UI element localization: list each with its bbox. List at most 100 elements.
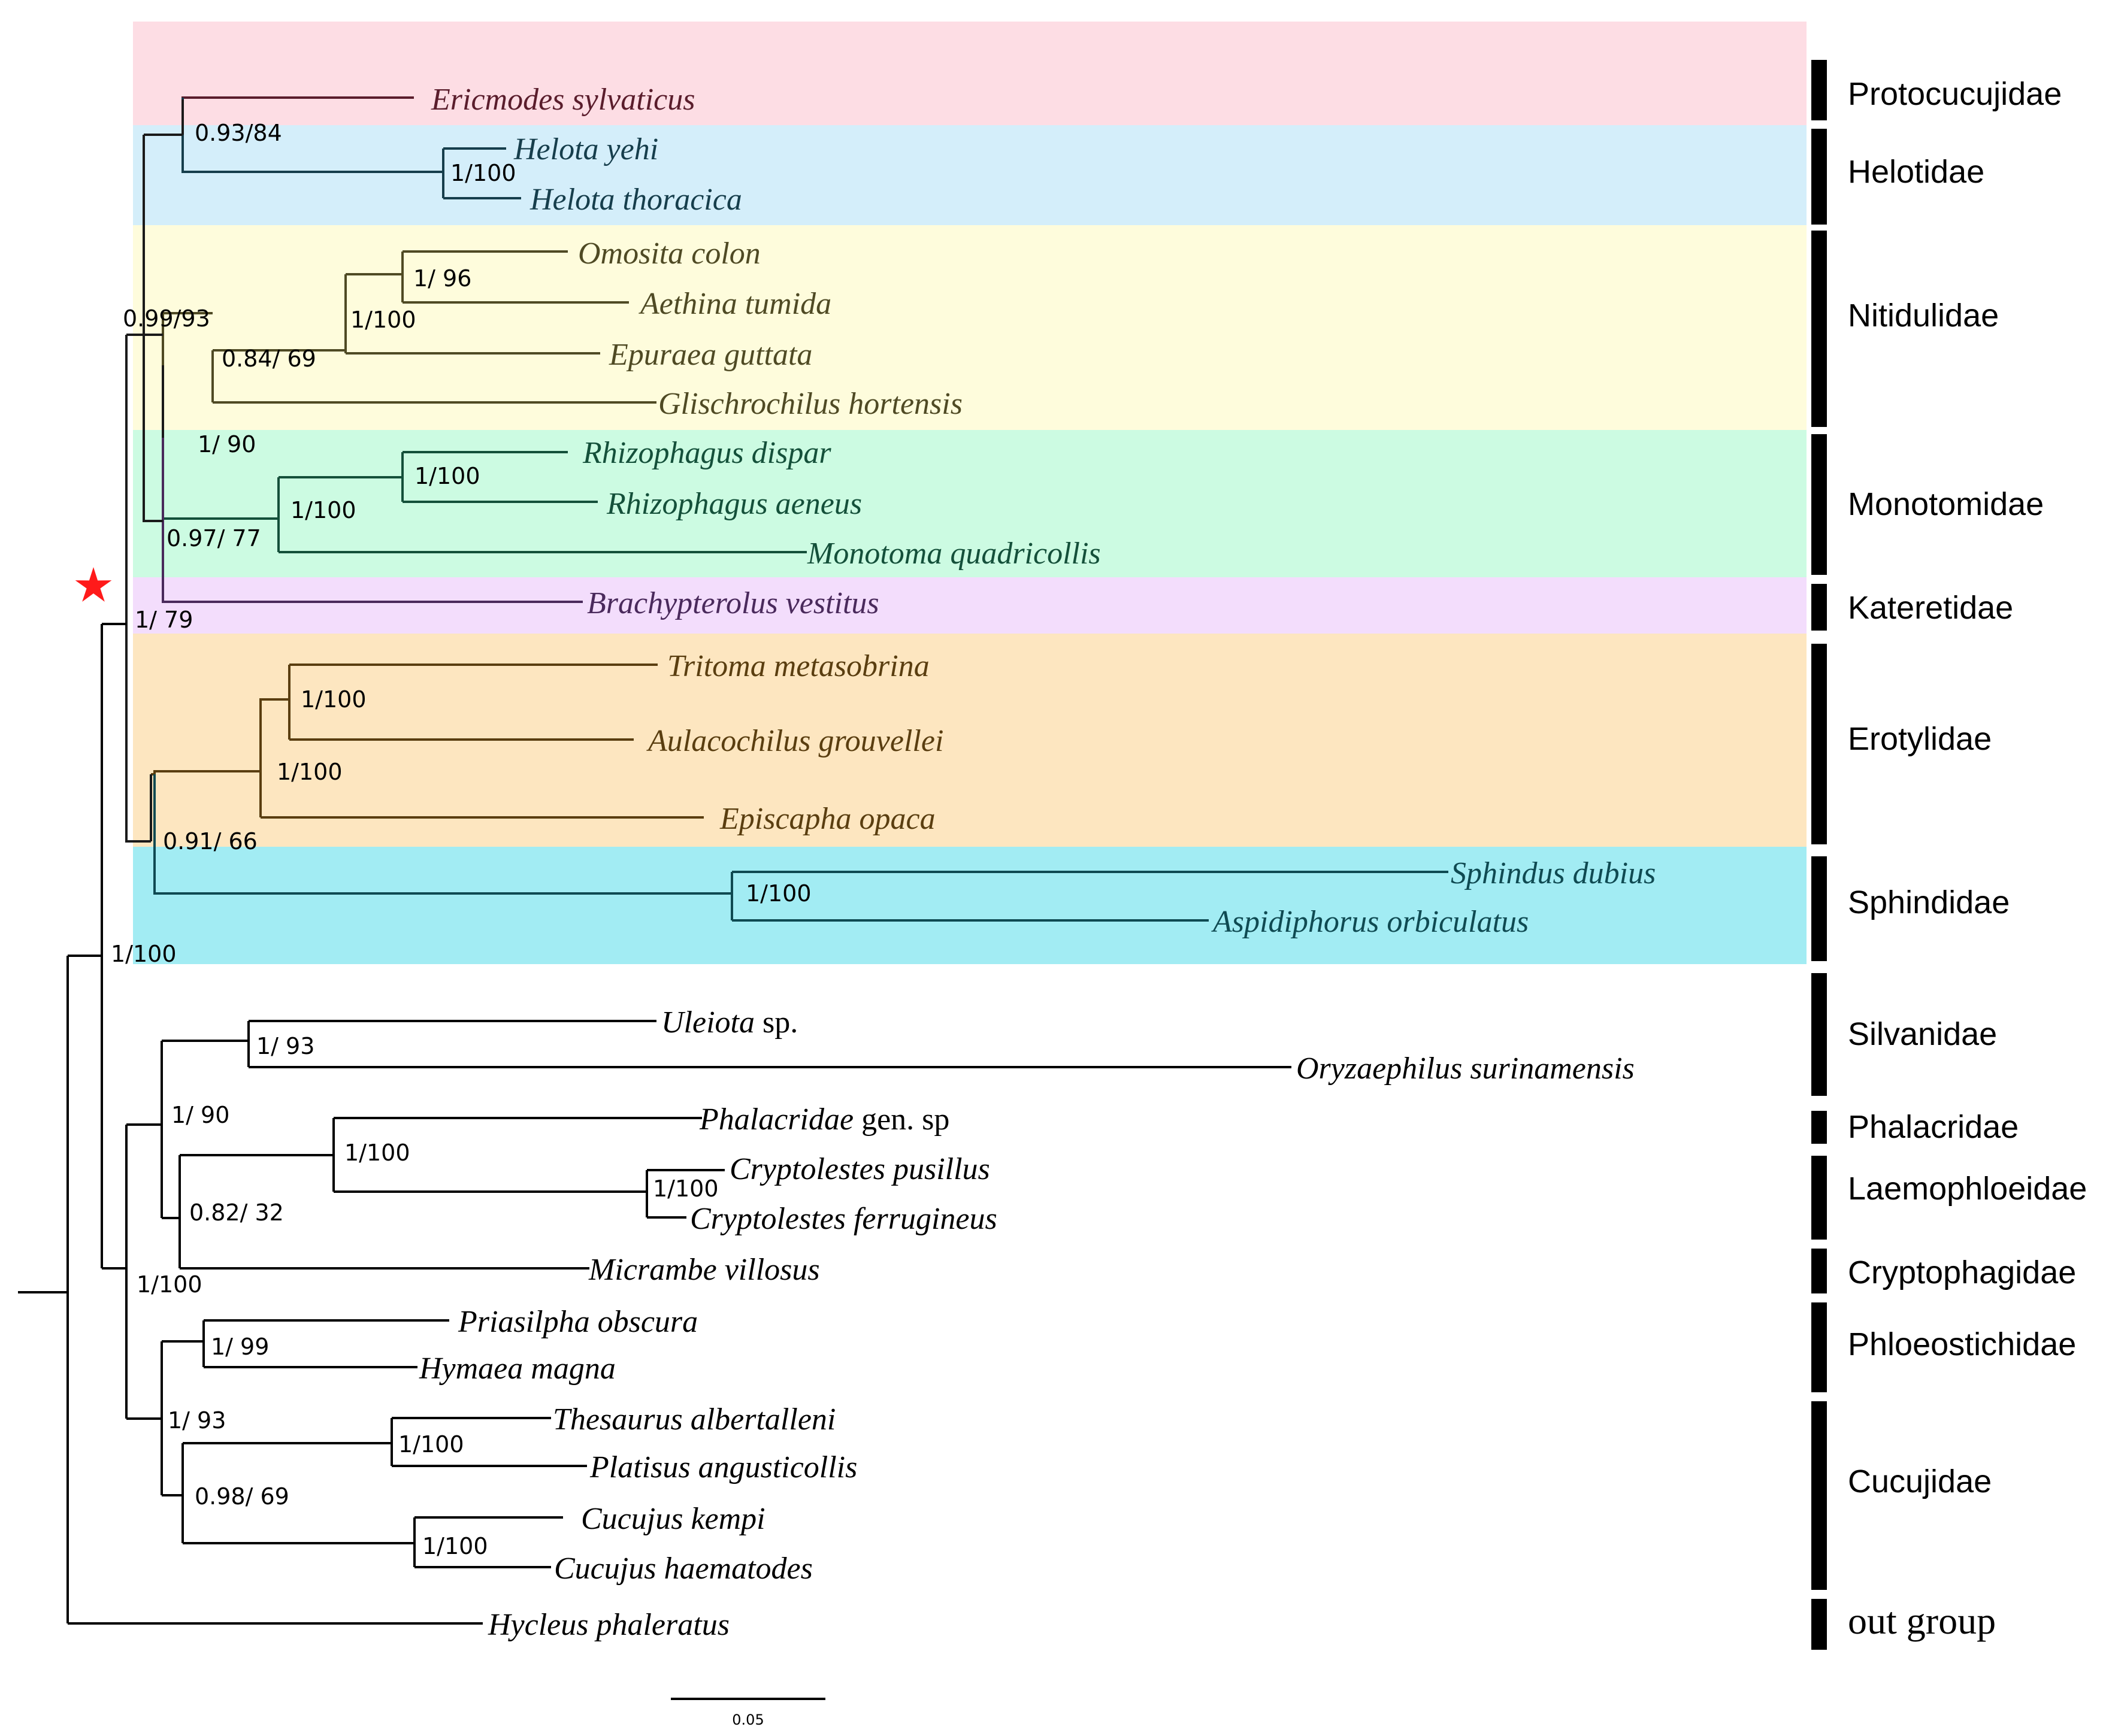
taxon-hycleus: Hycleus phaleratus: [488, 1608, 730, 1642]
taxon-cucujus-kempi: Cucujus kempi: [581, 1502, 765, 1536]
support-value: 0.99/93: [123, 305, 210, 332]
taxon-glischrochilus: Glischrochilus hortensis: [658, 387, 963, 421]
taxon-uleiota: Uleiota sp.: [661, 1005, 798, 1040]
bracket-sphindidae: [1811, 856, 1827, 961]
family-label-protocucujidae: Protocucujidae: [1848, 76, 2062, 112]
family-label-phalacridae: Phalacridae: [1848, 1109, 2019, 1145]
branches-upper-backbone: [125, 99, 184, 843]
bracket-cucujidae: [1811, 1401, 1827, 1590]
family-label-kateretidae: Kateretidae: [1848, 590, 2013, 626]
branches-erotylidae: [151, 664, 704, 819]
support-value: 0.98/ 69: [195, 1483, 289, 1510]
support-value: 1/100: [277, 759, 343, 785]
support-value: 1/100: [653, 1175, 719, 1202]
bracket-cryptophagidae: [1811, 1249, 1827, 1293]
support-value: 1/ 79: [135, 607, 193, 633]
bracket-monotomidae: [1811, 434, 1827, 575]
taxon-hymaea: Hymaea magna: [419, 1352, 616, 1386]
support-value: 0.93/84: [195, 120, 282, 146]
support-value: 0.97/ 77: [167, 525, 261, 552]
support-value: 1/100: [450, 160, 516, 186]
taxon-helota-thoracica: Helota thoracica: [529, 183, 742, 217]
taxon-priasilpha: Priasilpha obscura: [458, 1305, 698, 1339]
band-protocucujidae: [133, 22, 1807, 125]
band-kateretidae: [133, 577, 1807, 634]
scale-bar-label: 0.05: [732, 1711, 764, 1728]
family-label-outgroup: out group: [1848, 1599, 1996, 1642]
family-label-cryptophagidae: Cryptophagidae: [1848, 1255, 2076, 1290]
bracket-phloeostichidae: [1811, 1302, 1827, 1392]
scale-bar: 0.05: [671, 1698, 825, 1728]
taxon-tritoma: Tritoma metasobrina: [667, 649, 930, 683]
branches-black: [18, 623, 1291, 1625]
support-value: 1/ 99: [211, 1334, 269, 1360]
band-sphindidae: [133, 847, 1807, 964]
taxon-labels: Ericmodes sylvaticus Helota yehi Helota …: [419, 83, 1656, 1642]
taxon-aspidiphorus: Aspidiphorus orbiculatus: [1211, 905, 1529, 939]
support-value: 1/100: [137, 1271, 202, 1298]
support-value: 1/ 93: [168, 1407, 226, 1434]
taxon-cryptolestes-ferrugineus: Cryptolestes ferrugineus: [690, 1202, 997, 1236]
bracket-erotylidae: [1811, 644, 1827, 844]
family-labels: Protocucujidae Helotidae Nitidulidae Mon…: [1848, 76, 2087, 1642]
support-value: 1/100: [111, 941, 177, 967]
bracket-silvanidae: [1811, 973, 1827, 1096]
band-helotidae: [133, 125, 1807, 225]
support-value: 0.82/ 32: [189, 1199, 284, 1226]
branches-sphindidae: [153, 774, 1448, 922]
taxon-rhizophagus-aeneus: Rhizophagus aeneus: [606, 487, 862, 521]
family-label-erotylidae: Erotylidae: [1848, 721, 1992, 757]
family-label-monotomidae: Monotomidae: [1848, 486, 2044, 522]
bracket-kateretidae: [1811, 584, 1827, 631]
support-value: 1/100: [350, 307, 416, 333]
family-label-cucujidae: Cucujidae: [1848, 1464, 1992, 1499]
bracket-nitidulidae: [1811, 231, 1827, 427]
bracket-laemophloeidae: [1811, 1156, 1827, 1240]
bracket-protocucujidae: [1811, 60, 1827, 120]
support-value: 1/ 90: [198, 431, 256, 458]
taxon-oryzaephilus: Oryzaephilus surinamensis: [1296, 1052, 1635, 1086]
taxon-micrambe: Micrambe villosus: [588, 1253, 820, 1287]
family-label-helotidae: Helotidae: [1848, 154, 1984, 190]
taxon-episcapha: Episcapha opaca: [719, 802, 936, 836]
support-value: 1/100: [398, 1431, 464, 1458]
taxon-brachypterolus: Brachypterolus vestitus: [587, 586, 879, 620]
support-value: 1/ 93: [256, 1033, 314, 1059]
family-bands: [133, 22, 1807, 964]
taxon-sphindus: Sphindus dubius: [1451, 856, 1656, 890]
support-value: 1/100: [344, 1140, 410, 1166]
taxon-phalacridae: Phalacridae gen. sp: [699, 1102, 949, 1137]
support-value: 1/ 90: [171, 1102, 229, 1128]
support-value: 1/100: [422, 1533, 488, 1559]
star-icon: [75, 567, 112, 602]
taxon-monotoma: Monotoma quadricollis: [807, 537, 1101, 571]
taxon-cucujus-haematodes: Cucujus haematodes: [554, 1552, 813, 1586]
taxon-omosita: Omosita colon: [578, 237, 761, 271]
support-values: 0.93/84 1/100 1/ 96 1/100 0.84/ 69 1/ 90…: [111, 120, 812, 1559]
family-label-phloeostichidae: Phloeostichidae: [1848, 1326, 2076, 1362]
family-brackets: [1811, 60, 1827, 1650]
branches-kateretidae: [162, 438, 583, 603]
support-value: 0.84/ 69: [222, 346, 316, 372]
taxon-ericmodes: Ericmodes sylvaticus: [431, 83, 695, 117]
taxon-aulacochilus: Aulacochilus grouvellei: [646, 724, 943, 758]
taxon-cryptolestes-pusillus: Cryptolestes pusillus: [730, 1152, 990, 1186]
family-label-silvanidae: Silvanidae: [1848, 1016, 1997, 1052]
branches-nitidulidae: [162, 250, 656, 404]
support-value: 1/100: [301, 686, 367, 713]
bracket-outgroup: [1811, 1599, 1827, 1650]
family-label-laemophloeidae: Laemophloeidae: [1848, 1171, 2087, 1207]
taxon-aethina: Aethina tumida: [639, 287, 831, 321]
support-value: 0.91/ 66: [163, 828, 258, 855]
taxon-platisus: Platisus angusticollis: [589, 1450, 857, 1484]
taxon-thesaurus: Thesaurus albertalleni: [553, 1402, 836, 1437]
support-value: 1/100: [291, 497, 356, 523]
bracket-helotidae: [1811, 129, 1827, 225]
bracket-phalacridae: [1811, 1111, 1827, 1144]
family-label-sphindidae: Sphindidae: [1848, 884, 2010, 920]
support-value: 1/ 96: [413, 265, 471, 292]
support-value: 1/100: [414, 463, 480, 489]
taxon-rhizophagus-dispar: Rhizophagus dispar: [582, 436, 831, 470]
support-value: 1/100: [746, 880, 812, 907]
